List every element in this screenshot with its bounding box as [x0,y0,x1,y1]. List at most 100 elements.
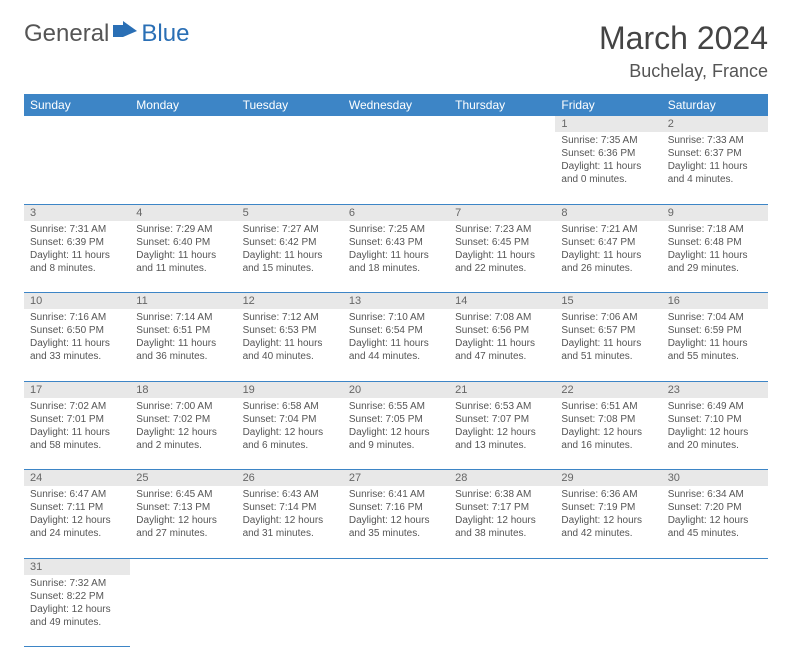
day-header: Saturday [662,94,768,116]
day-number: 12 [237,293,343,310]
day-cell: Sunrise: 7:25 AMSunset: 6:43 PMDaylight:… [343,221,449,293]
day-cell: Sunrise: 7:27 AMSunset: 6:42 PMDaylight:… [237,221,343,293]
day-details: Sunrise: 7:18 AMSunset: 6:48 PMDaylight:… [662,221,768,279]
day-number [343,116,449,132]
day-details: Sunrise: 6:34 AMSunset: 7:20 PMDaylight:… [662,486,768,544]
day-details: Sunrise: 6:53 AMSunset: 7:07 PMDaylight:… [449,398,555,456]
day-number: 1 [555,116,661,132]
daynum-row: 10111213141516 [24,293,768,310]
day-cell: Sunrise: 7:00 AMSunset: 7:02 PMDaylight:… [130,398,236,470]
day-header: Friday [555,94,661,116]
day-details: Sunrise: 6:36 AMSunset: 7:19 PMDaylight:… [555,486,661,544]
day-number: 10 [24,293,130,310]
day-cell [130,575,236,647]
day-cell: Sunrise: 7:02 AMSunset: 7:01 PMDaylight:… [24,398,130,470]
day-number: 29 [555,470,661,487]
day-details: Sunrise: 6:45 AMSunset: 7:13 PMDaylight:… [130,486,236,544]
day-details: Sunrise: 7:31 AMSunset: 6:39 PMDaylight:… [24,221,130,279]
day-cell: Sunrise: 6:49 AMSunset: 7:10 PMDaylight:… [662,398,768,470]
header: General Blue March 2024 Buchelay, France [24,20,768,82]
content-row: Sunrise: 7:31 AMSunset: 6:39 PMDaylight:… [24,221,768,293]
day-number: 23 [662,381,768,398]
day-cell: Sunrise: 7:32 AMSunset: 8:22 PMDaylight:… [24,575,130,647]
day-number: 20 [343,381,449,398]
day-number: 15 [555,293,661,310]
day-details: Sunrise: 7:12 AMSunset: 6:53 PMDaylight:… [237,309,343,367]
day-number: 4 [130,204,236,221]
day-cell: Sunrise: 6:41 AMSunset: 7:16 PMDaylight:… [343,486,449,558]
day-details: Sunrise: 6:51 AMSunset: 7:08 PMDaylight:… [555,398,661,456]
day-details: Sunrise: 6:41 AMSunset: 7:16 PMDaylight:… [343,486,449,544]
content-row: Sunrise: 7:16 AMSunset: 6:50 PMDaylight:… [24,309,768,381]
day-cell: Sunrise: 7:18 AMSunset: 6:48 PMDaylight:… [662,221,768,293]
day-number: 28 [449,470,555,487]
day-cell: Sunrise: 7:06 AMSunset: 6:57 PMDaylight:… [555,309,661,381]
day-number [237,116,343,132]
day-cell [237,575,343,647]
day-header: Tuesday [237,94,343,116]
day-header: Monday [130,94,236,116]
day-cell: Sunrise: 6:36 AMSunset: 7:19 PMDaylight:… [555,486,661,558]
day-number: 30 [662,470,768,487]
location: Buchelay, France [599,61,768,82]
day-cell: Sunrise: 6:38 AMSunset: 7:17 PMDaylight:… [449,486,555,558]
day-cell [449,575,555,647]
day-cell [449,132,555,204]
day-cell: Sunrise: 6:47 AMSunset: 7:11 PMDaylight:… [24,486,130,558]
day-cell: Sunrise: 7:16 AMSunset: 6:50 PMDaylight:… [24,309,130,381]
day-header: Wednesday [343,94,449,116]
day-number [237,558,343,575]
content-row: Sunrise: 6:47 AMSunset: 7:11 PMDaylight:… [24,486,768,558]
day-number [24,116,130,132]
day-number: 14 [449,293,555,310]
logo: General Blue [24,20,189,48]
day-cell [24,132,130,204]
day-cell [343,575,449,647]
day-cell: Sunrise: 7:21 AMSunset: 6:47 PMDaylight:… [555,221,661,293]
day-cell [343,132,449,204]
day-cell: Sunrise: 6:45 AMSunset: 7:13 PMDaylight:… [130,486,236,558]
day-cell: Sunrise: 7:14 AMSunset: 6:51 PMDaylight:… [130,309,236,381]
day-details: Sunrise: 6:47 AMSunset: 7:11 PMDaylight:… [24,486,130,544]
day-cell: Sunrise: 6:53 AMSunset: 7:07 PMDaylight:… [449,398,555,470]
day-number: 9 [662,204,768,221]
day-cell: Sunrise: 7:10 AMSunset: 6:54 PMDaylight:… [343,309,449,381]
day-number [662,558,768,575]
day-details: Sunrise: 7:16 AMSunset: 6:50 PMDaylight:… [24,309,130,367]
day-details: Sunrise: 6:55 AMSunset: 7:05 PMDaylight:… [343,398,449,456]
day-number: 3 [24,204,130,221]
day-details: Sunrise: 7:21 AMSunset: 6:47 PMDaylight:… [555,221,661,279]
day-details: Sunrise: 7:25 AMSunset: 6:43 PMDaylight:… [343,221,449,279]
day-cell: Sunrise: 7:12 AMSunset: 6:53 PMDaylight:… [237,309,343,381]
day-details: Sunrise: 7:10 AMSunset: 6:54 PMDaylight:… [343,309,449,367]
day-number: 5 [237,204,343,221]
month-title: March 2024 [599,20,768,57]
day-details: Sunrise: 7:35 AMSunset: 6:36 PMDaylight:… [555,132,661,190]
day-number: 6 [343,204,449,221]
day-header: Thursday [449,94,555,116]
day-details: Sunrise: 6:58 AMSunset: 7:04 PMDaylight:… [237,398,343,456]
logo-part2: Blue [141,20,189,48]
daynum-row: 31 [24,558,768,575]
day-cell: Sunrise: 7:31 AMSunset: 6:39 PMDaylight:… [24,221,130,293]
day-number: 19 [237,381,343,398]
day-number [130,558,236,575]
day-number [449,116,555,132]
daynum-row: 17181920212223 [24,381,768,398]
day-cell [555,575,661,647]
day-cell [130,132,236,204]
day-cell: Sunrise: 7:35 AMSunset: 6:36 PMDaylight:… [555,132,661,204]
day-cell [237,132,343,204]
day-cell: Sunrise: 6:34 AMSunset: 7:20 PMDaylight:… [662,486,768,558]
day-details: Sunrise: 7:00 AMSunset: 7:02 PMDaylight:… [130,398,236,456]
day-cell: Sunrise: 6:51 AMSunset: 7:08 PMDaylight:… [555,398,661,470]
day-number [343,558,449,575]
day-number [130,116,236,132]
day-number: 7 [449,204,555,221]
content-row: Sunrise: 7:32 AMSunset: 8:22 PMDaylight:… [24,575,768,647]
content-row: Sunrise: 7:35 AMSunset: 6:36 PMDaylight:… [24,132,768,204]
day-details: Sunrise: 7:27 AMSunset: 6:42 PMDaylight:… [237,221,343,279]
day-cell: Sunrise: 6:55 AMSunset: 7:05 PMDaylight:… [343,398,449,470]
day-number: 27 [343,470,449,487]
day-number: 13 [343,293,449,310]
